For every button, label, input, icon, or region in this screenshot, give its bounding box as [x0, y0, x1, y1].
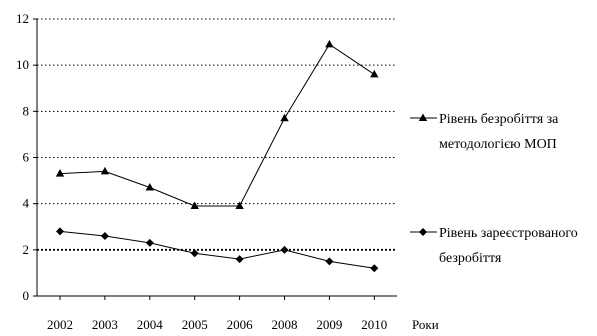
triangle-marker [100, 166, 110, 175]
y-tick-label: 4 [23, 196, 30, 211]
triangle-marker [370, 69, 379, 78]
x-tick-label: 2004 [137, 317, 164, 332]
triangle-marker [325, 39, 334, 48]
diamond-marker [280, 245, 289, 254]
diamond-marker [145, 238, 154, 247]
diamond-marker [56, 227, 64, 236]
legend-item-2: Рівень зареєстрованого безробіття [410, 226, 578, 266]
grid-lines [37, 18, 397, 251]
series-line [59, 43, 375, 207]
triangle-marker [418, 113, 428, 121]
x-tick-label: 2002 [47, 317, 73, 332]
legend-item-1: Рівень безробіття за методологією МОП [410, 112, 559, 152]
y-tick-label: 2 [23, 242, 30, 257]
y-tick-label: 8 [23, 103, 30, 118]
x-tick-label: 2010 [361, 317, 387, 332]
y-axis-ticks: 0 2 4 6 8 10 12 [16, 11, 37, 303]
triangle-marker [235, 201, 244, 209]
legend-label: методологією МОП [439, 137, 557, 152]
x-tick-label: 2003 [92, 317, 118, 332]
x-tick-label: 2006 [227, 317, 254, 332]
diamond-marker [370, 264, 379, 273]
x-tick-label: 2009 [316, 317, 342, 332]
legend-label: Рівень зареєстрованого [439, 226, 578, 241]
triangle-marker [280, 113, 289, 122]
diamond-marker [235, 255, 244, 264]
diamond-marker [419, 228, 427, 236]
series-1 [55, 39, 379, 209]
diamond-marker [100, 231, 109, 240]
y-tick-label: 6 [23, 150, 30, 165]
x-tick-label: 2008 [272, 317, 298, 332]
x-axis-ticks: 2002 2003 2004 2005 2006 2008 2009 2010 [47, 296, 387, 332]
legend-label: безробіття [439, 251, 502, 266]
series-layer [55, 39, 379, 273]
triangle-marker [145, 183, 154, 191]
y-tick-label: 12 [16, 11, 29, 26]
legend-label: Рівень безробіття за [439, 112, 559, 127]
y-tick-label: 10 [16, 57, 29, 72]
diamond-marker [190, 249, 199, 258]
x-axis-label: Роки [412, 317, 439, 332]
triangle-marker [190, 201, 199, 209]
diamond-marker [325, 257, 334, 266]
triangle-marker [55, 169, 65, 177]
series-2 [56, 227, 379, 273]
series-line [59, 230, 375, 269]
y-tick-label: 0 [23, 288, 30, 303]
x-tick-label: 2005 [182, 317, 208, 332]
